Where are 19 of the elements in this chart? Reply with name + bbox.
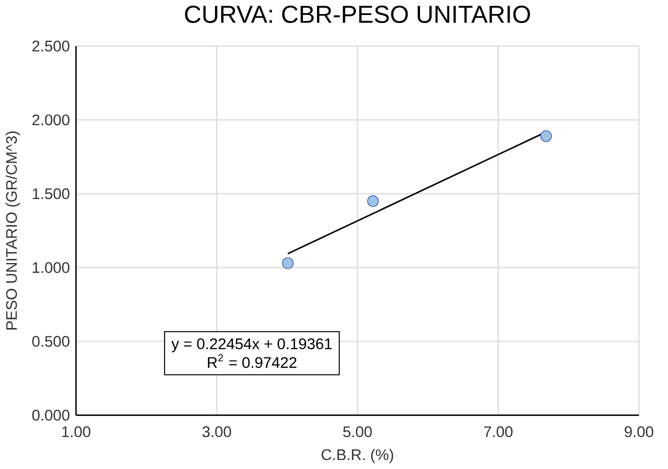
x-tick-label: 7.00 bbox=[484, 426, 513, 438]
y-tick-label: 1.500 bbox=[32, 188, 70, 200]
point bbox=[367, 195, 379, 207]
y-tick-label: 2.500 bbox=[32, 40, 70, 52]
y-tick-label: 2.000 bbox=[32, 114, 70, 126]
x-tick-label: 1.00 bbox=[62, 426, 90, 438]
x-tick-label: 9.00 bbox=[624, 426, 654, 438]
y-tick-label: 0.000 bbox=[32, 410, 70, 421]
x-tick-label: 5.00 bbox=[343, 426, 372, 438]
x-axis-title: C.B.R. (%) bbox=[322, 448, 394, 464]
annotation: R$^{2}$ = 0.97422 bbox=[208, 354, 296, 368]
annotation: y = 0.22454x + 0.19361 bbox=[171, 338, 332, 352]
y-tick-label: 1.000 bbox=[32, 262, 70, 274]
x-tick-label: 3.00 bbox=[202, 426, 232, 438]
point bbox=[282, 257, 294, 269]
y-axis-title: PESO UNITARIO (GR/CM^3) bbox=[6, 132, 20, 330]
chart-title: CURVA: CBR-PESO UNITARIO bbox=[185, 6, 530, 24]
y-tick-label: 0.500 bbox=[32, 336, 70, 347]
point bbox=[540, 130, 552, 142]
